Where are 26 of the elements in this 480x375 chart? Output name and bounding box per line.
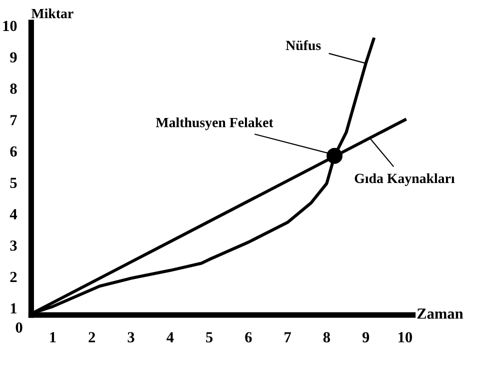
x-tick-label: 6 bbox=[245, 332, 252, 342]
y-tick-label: 2 bbox=[10, 272, 17, 282]
x-tick-label: 9 bbox=[362, 332, 370, 342]
annotation: Nüfus bbox=[286, 40, 321, 50]
x-tick-label: 4 bbox=[166, 332, 174, 342]
annotation: Malthusyen Felaket bbox=[156, 117, 274, 130]
y-tick-label: 4 bbox=[10, 209, 18, 220]
y-tick-label: 1 bbox=[10, 303, 17, 314]
annotation: Gıda Kaynakları bbox=[354, 173, 455, 186]
x-tick-label: 5 bbox=[206, 332, 213, 342]
y-tick-label: 3 bbox=[10, 240, 17, 251]
y-tick-label: 5 bbox=[10, 178, 17, 188]
x-tick-label: 7 bbox=[284, 332, 292, 342]
y-tick-label: 7 bbox=[10, 115, 17, 126]
x-tick-label: 2 bbox=[88, 332, 96, 342]
y-axis-title: Miktar bbox=[31, 8, 74, 18]
y-tick-label: 8 bbox=[10, 84, 17, 94]
text: 0 bbox=[16, 322, 22, 333]
x-tick-label: 8 bbox=[323, 332, 330, 342]
x-tick-label: 10 bbox=[398, 332, 412, 342]
x-axis-title: Zaman bbox=[417, 308, 464, 319]
x-tick-label: 3 bbox=[128, 332, 134, 342]
x-tick-label: 1 bbox=[50, 332, 56, 342]
y-tick-label: 6 bbox=[10, 146, 17, 157]
y-tick-label: 10 bbox=[3, 20, 17, 32]
y-tick-label: 9 bbox=[10, 52, 17, 62]
